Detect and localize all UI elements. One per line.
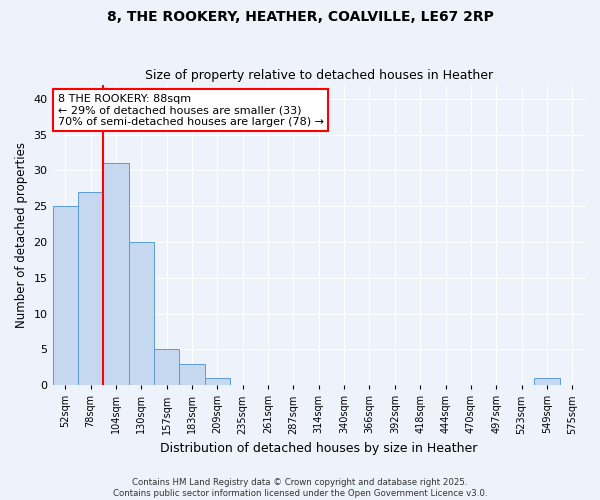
Text: Contains HM Land Registry data © Crown copyright and database right 2025.
Contai: Contains HM Land Registry data © Crown c… bbox=[113, 478, 487, 498]
Text: 8, THE ROOKERY, HEATHER, COALVILLE, LE67 2RP: 8, THE ROOKERY, HEATHER, COALVILLE, LE67… bbox=[107, 10, 493, 24]
X-axis label: Distribution of detached houses by size in Heather: Distribution of detached houses by size … bbox=[160, 442, 478, 455]
Bar bbox=[179, 364, 205, 385]
Y-axis label: Number of detached properties: Number of detached properties bbox=[15, 142, 28, 328]
Title: Size of property relative to detached houses in Heather: Size of property relative to detached ho… bbox=[145, 69, 493, 82]
Bar bbox=[205, 378, 230, 385]
Bar bbox=[128, 242, 154, 385]
Bar bbox=[103, 164, 128, 385]
Bar bbox=[78, 192, 103, 385]
Bar bbox=[534, 378, 560, 385]
Bar bbox=[154, 350, 179, 385]
Text: 8 THE ROOKERY: 88sqm
← 29% of detached houses are smaller (33)
70% of semi-detac: 8 THE ROOKERY: 88sqm ← 29% of detached h… bbox=[58, 94, 324, 127]
Bar bbox=[53, 206, 78, 385]
